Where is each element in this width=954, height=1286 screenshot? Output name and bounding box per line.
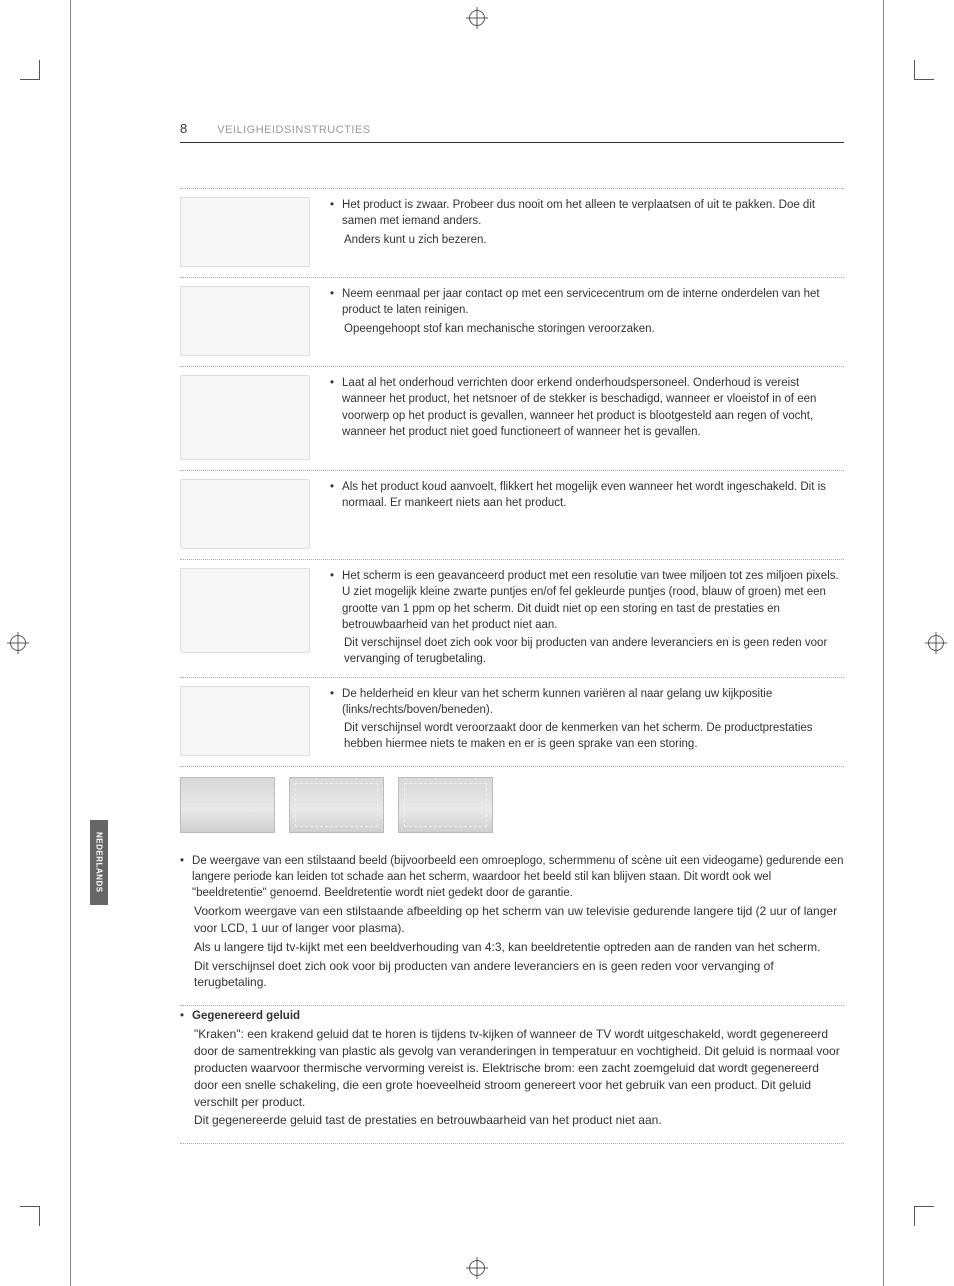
section-title: VEILIGHEIDSINSTRUCTIES <box>217 123 370 138</box>
illustration-icon <box>180 286 310 356</box>
illustration-icon <box>180 479 310 549</box>
thumbnail-icon <box>180 777 275 833</box>
registration-mark <box>469 10 485 26</box>
illustration-icon <box>180 568 310 653</box>
registration-mark <box>928 635 944 651</box>
instruction-text: Dit gegenereerde geluid tast de prestati… <box>194 1112 844 1129</box>
instruction-row: •Neem eenmaal per jaar contact op met ee… <box>180 278 844 367</box>
illustration-icon <box>180 197 310 267</box>
registration-mark <box>10 635 26 651</box>
trim-line-right <box>883 0 884 1286</box>
crop-mark <box>20 60 40 80</box>
instruction-row: •Gegenereerd geluid "Kraken": een kraken… <box>180 1006 844 1144</box>
instruction-row: •De weergave van een stilstaand beeld (b… <box>180 851 844 1006</box>
instruction-row: •Het product is zwaar. Probeer dus nooit… <box>180 188 844 278</box>
trim-line-left <box>70 0 71 1286</box>
instruction-text: Dit verschijnsel doet zich ook voor bij … <box>194 958 844 992</box>
instruction-row: •Laat al het onderhoud verrichten door e… <box>180 367 844 471</box>
crop-mark <box>20 1206 40 1226</box>
instruction-text: •Het product is zwaar. Probeer dus nooit… <box>330 197 844 267</box>
thumbnail-icon <box>289 777 384 833</box>
instruction-heading: Gegenereerd geluid <box>192 1008 300 1024</box>
aspect-ratio-thumbnails <box>180 767 844 851</box>
instruction-text: •Neem eenmaal per jaar contact op met ee… <box>330 286 844 356</box>
instruction-text: Als u langere tijd tv-kijkt met een beel… <box>194 939 844 956</box>
registration-mark <box>469 1260 485 1276</box>
instruction-text: •Laat al het onderhoud verrichten door e… <box>330 375 844 460</box>
instruction-text: Voorkom weergave van een stilstaande afb… <box>194 903 844 937</box>
illustration-icon <box>180 686 310 756</box>
crop-mark <box>914 1206 934 1226</box>
instruction-row: •Als het product koud aanvoelt, flikkert… <box>180 471 844 560</box>
language-tab: NEDERLANDS <box>90 820 108 905</box>
instruction-text: De weergave van een stilstaand beeld (bi… <box>192 853 844 901</box>
instruction-text: •Het scherm is een geavanceerd product m… <box>330 568 844 667</box>
instruction-text: •Als het product koud aanvoelt, flikkert… <box>330 479 844 549</box>
illustration-icon <box>180 375 310 460</box>
instruction-row: •De helderheid en kleur van het scherm k… <box>180 678 844 767</box>
instruction-text: "Kraken": een krakend geluid dat te hore… <box>194 1026 844 1110</box>
instruction-text: •De helderheid en kleur van het scherm k… <box>330 686 844 756</box>
page-number: 8 <box>180 120 187 138</box>
thumbnail-icon <box>398 777 493 833</box>
page-header: 8 VEILIGHEIDSINSTRUCTIES <box>180 120 844 143</box>
instruction-row: •Het scherm is een geavanceerd product m… <box>180 560 844 678</box>
crop-mark <box>914 60 934 80</box>
